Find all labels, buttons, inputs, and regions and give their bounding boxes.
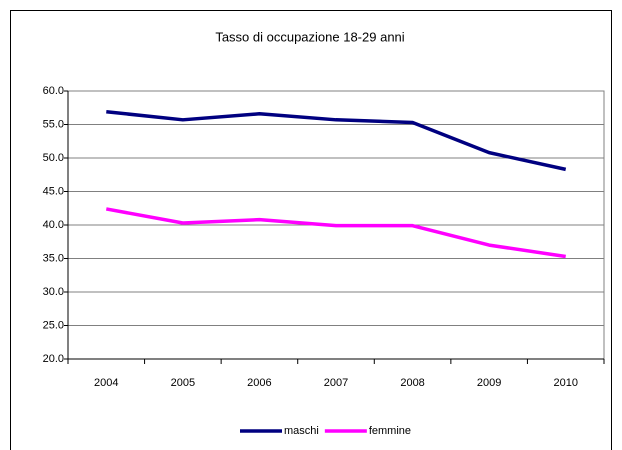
x-tick-label: 2007 bbox=[324, 377, 348, 389]
x-tick-label: 2006 bbox=[247, 377, 271, 389]
legend-label: maschi bbox=[284, 425, 319, 437]
chart-title: Tasso di occupazione 18-29 anni bbox=[215, 29, 404, 44]
legend-label: femmine bbox=[369, 425, 411, 437]
y-tick-label: 45.0 bbox=[43, 185, 64, 197]
x-tick-label: 2010 bbox=[553, 377, 577, 389]
y-tick-label: 60.0 bbox=[43, 85, 64, 97]
x-tick-label: 2005 bbox=[171, 377, 195, 389]
series-line bbox=[106, 110, 567, 172]
series-line bbox=[105, 207, 566, 259]
y-tick-label: 55.0 bbox=[43, 118, 64, 130]
y-tick-label: 20.0 bbox=[43, 353, 64, 365]
x-tick-label: 2008 bbox=[400, 377, 424, 389]
y-tick-label: 25.0 bbox=[43, 319, 64, 331]
y-tick-label: 40.0 bbox=[43, 219, 64, 231]
x-tick-label: 2009 bbox=[477, 377, 501, 389]
y-tick-label: 50.0 bbox=[43, 152, 64, 164]
y-tick-label: 35.0 bbox=[43, 252, 64, 264]
x-tick-label: 2004 bbox=[94, 377, 118, 389]
y-tick-label: 30.0 bbox=[43, 286, 64, 298]
